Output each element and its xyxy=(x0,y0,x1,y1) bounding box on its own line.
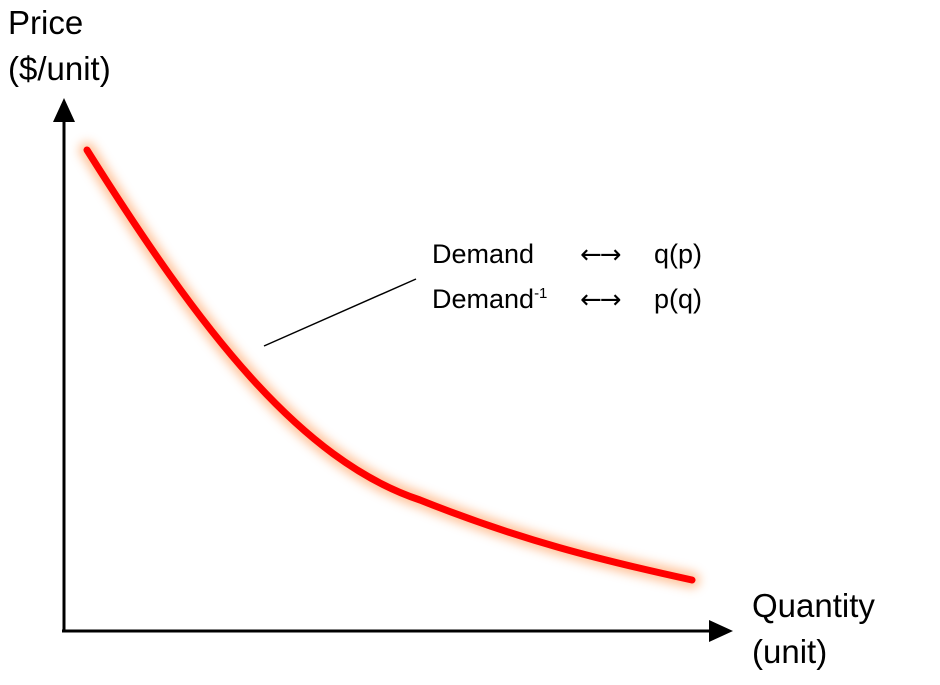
annotation-row-inverse-demand: Demand-1 ←→ p(q) xyxy=(432,278,702,321)
inverse-superscript: -1 xyxy=(534,285,548,302)
x-axis-title: Quantity (unit) xyxy=(752,583,875,675)
y-axis-title-line2: ($/unit) xyxy=(8,50,111,87)
double-arrow-icon: ←→ xyxy=(580,285,622,315)
demand-curve xyxy=(83,146,696,584)
double-arrow-icon: ←→ xyxy=(580,240,622,270)
y-axis-title: Price ($/unit) xyxy=(8,0,111,92)
x-axis-title-line1: Quantity xyxy=(752,587,875,624)
annotation-inverse-demand-term: Demand-1 xyxy=(432,278,580,320)
demand-curve-glow xyxy=(79,142,700,588)
y-axis-title-line1: Price xyxy=(8,4,84,41)
annotation-p-of-q: p(q) xyxy=(654,284,703,314)
annotation-leader-line xyxy=(263,278,417,347)
annotation-q-of-p: q(p) xyxy=(654,239,703,269)
x-axis-title-line2: (unit) xyxy=(752,633,828,670)
annotation-demand-term: Demand xyxy=(432,239,535,269)
annotation-inverse-demand-word: Demand xyxy=(432,284,535,314)
y-axis-arrowhead xyxy=(53,98,75,122)
annotation-row-demand: Demand ←→ q(p) xyxy=(432,233,702,276)
x-axis-arrowhead xyxy=(709,620,733,642)
